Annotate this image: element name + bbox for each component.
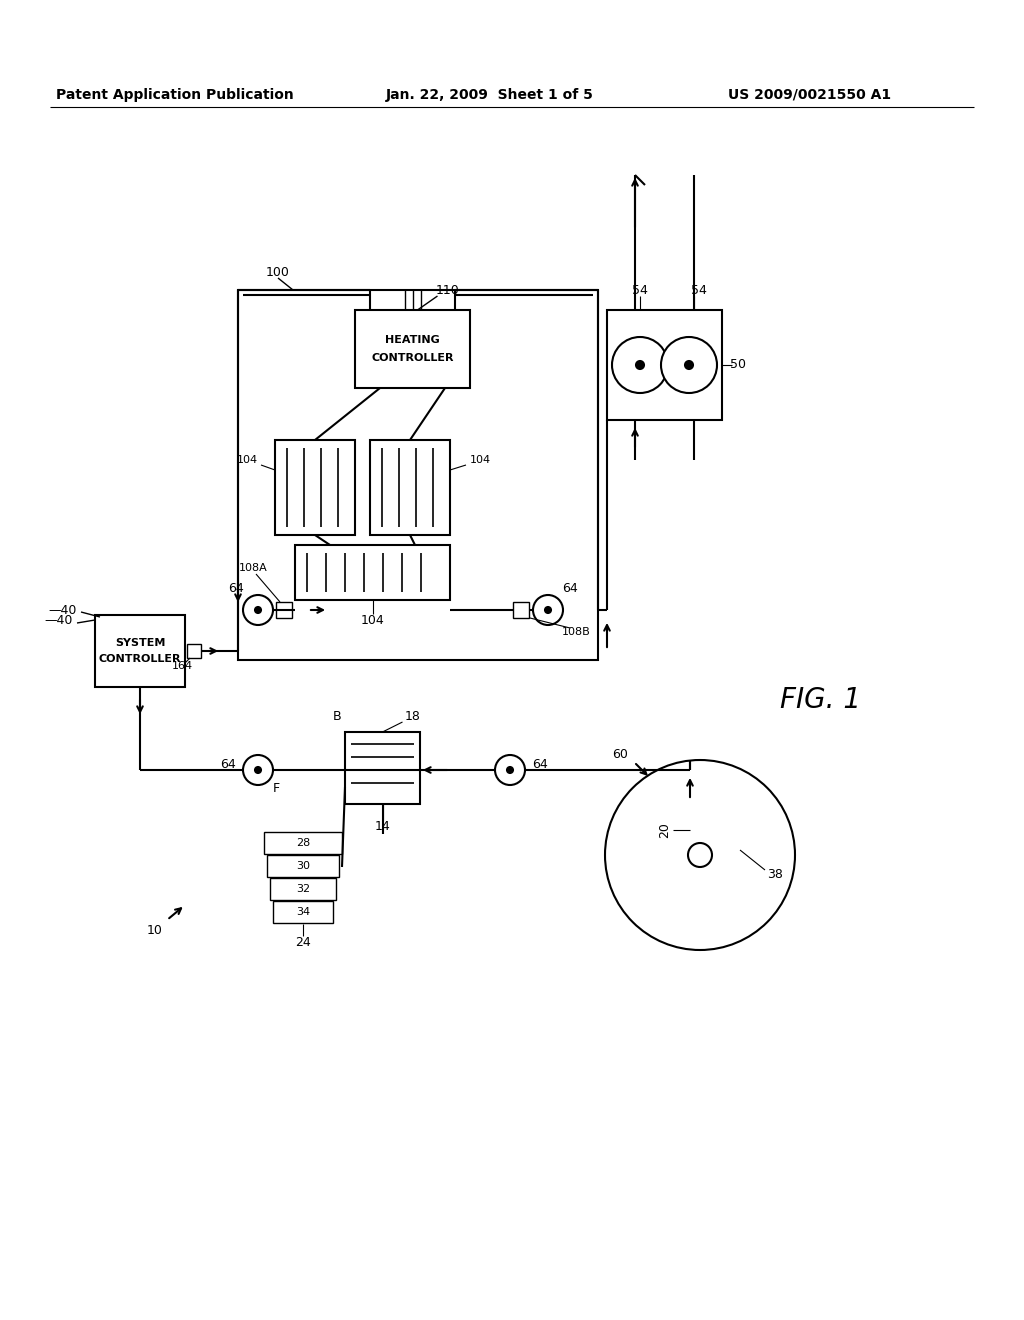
Text: Jan. 22, 2009  Sheet 1 of 5: Jan. 22, 2009 Sheet 1 of 5 [386,88,594,102]
Bar [513,602,529,618]
Circle shape [255,607,261,612]
Circle shape [662,337,717,393]
Text: 50: 50 [730,359,746,371]
Bar [275,440,355,535]
Text: —40: —40 [48,603,77,616]
Text: 38: 38 [767,869,783,882]
Text: HEATING: HEATING [385,335,440,345]
Circle shape [685,360,693,370]
Text: 30: 30 [296,861,310,871]
Bar [238,290,598,660]
Text: 54: 54 [632,284,648,297]
Text: B: B [333,710,341,723]
Text: 64: 64 [220,759,236,771]
Circle shape [534,595,563,624]
Text: 110: 110 [435,284,460,297]
Circle shape [612,337,668,393]
Text: 24: 24 [295,936,311,949]
Text: CONTROLLER: CONTROLLER [98,653,181,664]
Bar [267,855,339,876]
Bar [607,310,722,420]
Text: 64: 64 [228,582,244,594]
Bar [355,310,470,388]
Text: SYSTEM: SYSTEM [115,638,165,648]
Text: 20: 20 [658,822,672,838]
Text: US 2009/0021550 A1: US 2009/0021550 A1 [728,88,892,102]
Text: 104: 104 [237,455,258,465]
Circle shape [545,607,551,612]
Text: F: F [272,781,280,795]
Circle shape [243,755,273,785]
Bar [345,733,420,804]
Circle shape [507,767,513,774]
Text: 18: 18 [404,710,421,723]
Text: 54: 54 [691,284,707,297]
Text: 100: 100 [266,265,290,279]
Text: 64: 64 [562,582,578,594]
Circle shape [495,755,525,785]
Text: 28: 28 [296,838,310,847]
Bar [276,602,292,618]
Text: 164: 164 [171,661,193,671]
Text: 34: 34 [296,907,310,917]
Circle shape [255,767,261,774]
Text: —40: —40 [45,614,73,627]
Text: 14: 14 [375,820,390,833]
Text: 108B: 108B [561,627,591,638]
Circle shape [636,360,644,370]
Text: 104: 104 [469,455,490,465]
Text: 32: 32 [296,884,310,894]
Text: Patent Application Publication: Patent Application Publication [56,88,294,102]
Text: CONTROLLER: CONTROLLER [372,352,454,363]
Text: FIG. 1: FIG. 1 [779,686,860,714]
Bar [370,440,450,535]
Bar [295,545,450,601]
Text: 104: 104 [360,614,384,627]
Text: 60: 60 [612,748,628,762]
Bar [273,902,333,923]
Bar [270,878,336,900]
Bar [264,832,342,854]
Circle shape [688,843,712,867]
Text: 108A: 108A [239,564,267,573]
Circle shape [605,760,795,950]
Bar [187,644,201,657]
Text: 10: 10 [147,924,163,936]
Text: 64: 64 [532,759,548,771]
Bar [95,615,185,686]
Circle shape [243,595,273,624]
